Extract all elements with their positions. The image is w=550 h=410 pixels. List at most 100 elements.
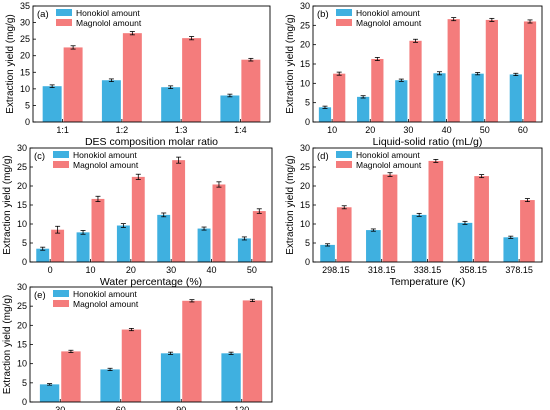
y-tick-label-a-0: 0 — [25, 117, 30, 127]
legend-label-magnolol-d: Magnolol amount — [356, 160, 422, 170]
y-tick-label-a-10: 10 — [20, 84, 30, 94]
y-tick-label-e-30: 30 — [17, 282, 27, 292]
legend-label-honokiol-b: Honokiol amount — [356, 8, 420, 18]
bar-honokiol-c-2 — [116, 225, 130, 262]
y-tick-label-a-30: 30 — [20, 18, 30, 28]
legend-label-honokiol-d: Honokiol amount — [356, 150, 420, 160]
bar-honokiol-b-2 — [395, 80, 408, 122]
x-tick-label-b-5: 60 — [518, 125, 528, 135]
bar-magnolol-a-1 — [122, 33, 142, 123]
bar-magnolol-b-4 — [485, 19, 498, 123]
x-axis-title-b: Liquid-solid ratio (mL/g) — [373, 136, 483, 148]
bar-honokiol-d-2 — [411, 214, 427, 262]
panel-d: 0 5 10 15 20 25 30 298.15 318.15 338.15 358.15 378.… — [285, 143, 543, 288]
legend-swatch-honokiol-c — [53, 151, 69, 158]
y-tick-label-a-25: 25 — [20, 34, 30, 44]
bar-honokiol-e-2 — [160, 353, 181, 402]
y-axis-title-b: Extraction yield (mg/g) — [285, 14, 296, 113]
x-tick-label-a-3: 1:4 — [234, 125, 247, 135]
y-tick-label-c-0: 0 — [22, 257, 27, 267]
x-axis-title-c: Water percentage (%) — [100, 276, 202, 288]
panel-label-a: (a) — [37, 9, 49, 20]
x-axis-title-d: Temperature (K) — [390, 276, 466, 288]
y-tick-label-e-25: 25 — [17, 301, 27, 311]
bar-magnolol-d-0 — [336, 207, 352, 262]
y-tick-label-d-30: 30 — [300, 143, 310, 153]
y-tick-label-e-15: 15 — [17, 340, 27, 350]
legend-swatch-magnolol-b — [336, 19, 352, 26]
y-tick-label-d-5: 5 — [305, 238, 310, 248]
bar-honokiol-e-1 — [100, 369, 120, 402]
y-tick-label-d-20: 20 — [300, 181, 310, 191]
bar-honokiol-c-5 — [237, 238, 251, 262]
bar-magnolol-d-2 — [428, 160, 444, 262]
y-axis-title-e: Extraction yield (mg/g) — [2, 295, 13, 394]
bar-magnolol-e-0 — [61, 351, 81, 402]
bar-magnolol-a-2 — [182, 38, 202, 122]
panel-label-e: (e) — [34, 290, 46, 301]
legend-label-honokiol-c: Honokiol amount — [73, 150, 137, 160]
panel-label-d: (d) — [317, 151, 329, 162]
bar-magnolol-d-1 — [382, 174, 398, 262]
legend-label-magnolol-a: Magnolol amount — [76, 18, 142, 28]
bar-honokiol-d-4 — [503, 237, 519, 262]
y-tick-label-b-30: 30 — [300, 1, 310, 11]
x-tick-label-c-5: 50 — [247, 265, 257, 275]
bar-magnolol-c-5 — [252, 211, 266, 262]
y-tick-label-a-15: 15 — [20, 67, 30, 77]
x-tick-label-c-3: 30 — [166, 265, 176, 275]
y-tick-label-c-25: 25 — [17, 162, 27, 172]
y-tick-label-d-25: 25 — [300, 162, 310, 172]
y-axis-title-c: Extraction yield (mg/g) — [2, 155, 13, 254]
x-tick-label-b-3: 40 — [442, 125, 452, 135]
bar-honokiol-b-4 — [471, 73, 484, 122]
y-tick-label-c-15: 15 — [17, 200, 27, 210]
bar-magnolol-d-4 — [520, 200, 535, 262]
x-tick-label-d-1: 318.15 — [368, 265, 396, 275]
y-tick-label-d-15: 15 — [300, 200, 310, 210]
y-tick-label-b-15: 15 — [300, 59, 310, 69]
legend-label-honokiol-e: Honokiol amount — [73, 289, 137, 299]
x-tick-label-b-0: 10 — [327, 125, 337, 135]
y-tick-label-b-25: 25 — [300, 20, 310, 30]
bar-honokiol-d-1 — [366, 230, 381, 262]
y-axis-title-d: Extraction yield (mg/g) — [285, 155, 296, 254]
legend-swatch-magnolol-d — [336, 161, 352, 168]
bar-honokiol-b-1 — [357, 96, 370, 122]
bar-honokiol-c-4 — [197, 228, 211, 262]
x-tick-label-e-1: 60 — [116, 405, 126, 410]
bar-honokiol-b-5 — [509, 74, 522, 122]
y-tick-label-b-20: 20 — [300, 40, 310, 50]
bar-magnolol-c-1 — [91, 198, 105, 262]
x-tick-label-c-2: 20 — [126, 265, 136, 275]
x-tick-label-a-2: 1:3 — [175, 125, 188, 135]
bar-honokiol-d-0 — [320, 244, 335, 262]
y-tick-label-d-0: 0 — [305, 257, 310, 267]
x-tick-label-e-3: 120 — [234, 405, 249, 410]
bar-honokiol-e-0 — [39, 384, 60, 402]
bar-honokiol-a-0 — [42, 86, 62, 122]
bar-magnolol-c-3 — [172, 160, 186, 262]
bar-honokiol-b-0 — [318, 107, 332, 122]
x-tick-label-b-4: 50 — [480, 125, 490, 135]
bar-honokiol-d-3 — [457, 222, 473, 262]
bar-honokiol-a-1 — [101, 80, 121, 122]
x-axis-title-a: DES composition molar ratio — [85, 136, 218, 148]
panel-a: 0 5 10 15 20 25 30 35 1:1 1:2 1:3 1:4 DES compositio… — [5, 1, 271, 148]
bar-magnolol-a-3 — [241, 59, 261, 122]
bar-honokiol-c-0 — [36, 248, 50, 262]
y-axis-title-a: Extraction yield (mg/g) — [5, 14, 16, 113]
legend-swatch-honokiol-d — [336, 151, 352, 158]
y-tick-label-a-5: 5 — [25, 100, 30, 110]
panel-label-c: (c) — [34, 151, 45, 162]
legend-swatch-magnolol-e — [53, 300, 69, 307]
y-tick-label-e-10: 10 — [17, 359, 27, 369]
y-tick-label-c-20: 20 — [17, 181, 27, 191]
plot-frame-a — [32, 5, 271, 123]
x-tick-label-d-3: 358.15 — [460, 265, 488, 275]
y-tick-label-a-20: 20 — [20, 51, 30, 61]
x-tick-label-c-4: 40 — [206, 265, 216, 275]
y-tick-label-b-0: 0 — [305, 117, 310, 127]
legend-swatch-magnolol-c — [53, 161, 69, 168]
